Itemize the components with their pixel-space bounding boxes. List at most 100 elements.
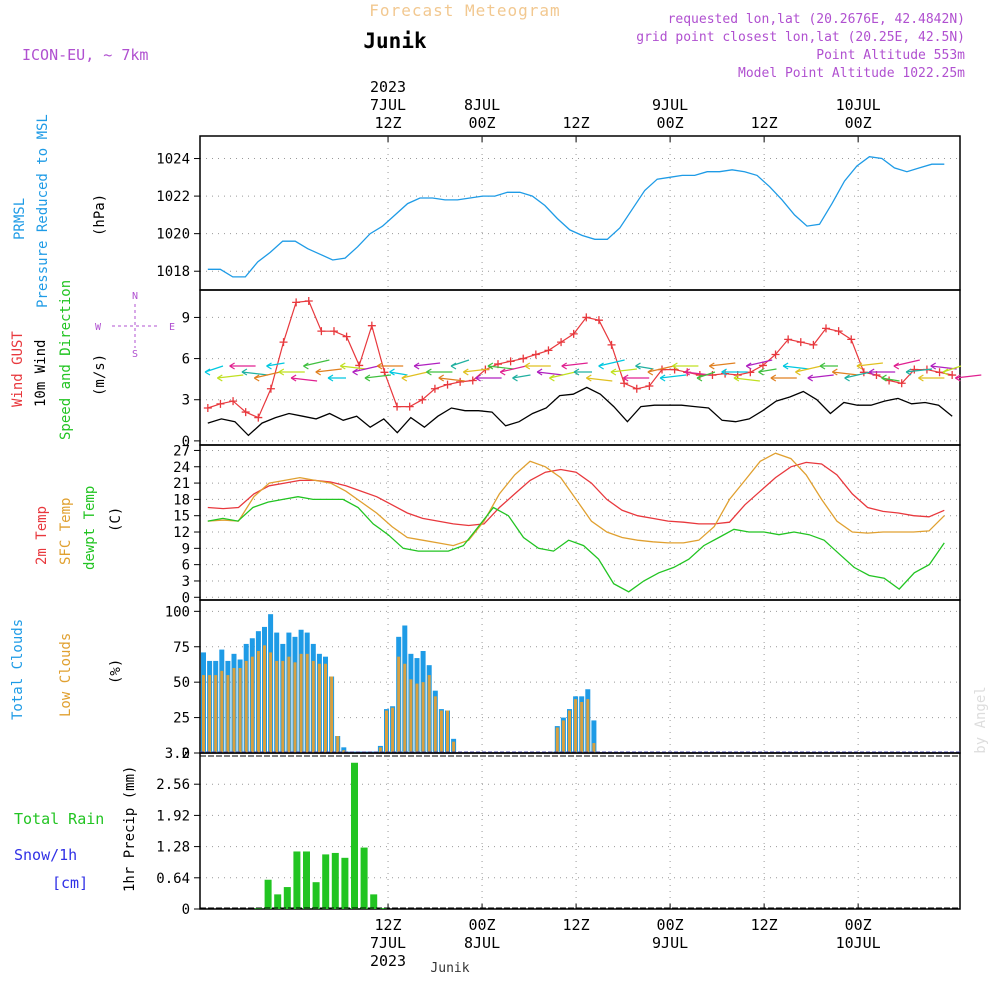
low-cloud-bar <box>452 741 456 753</box>
low-cloud-bar <box>561 720 565 753</box>
compass-w: W <box>95 322 102 333</box>
gust-point <box>279 338 288 347</box>
temperature-frame <box>199 444 961 601</box>
low-cloud-bar <box>415 683 419 753</box>
wind-arrow <box>807 374 834 382</box>
wind-arrow <box>536 368 564 376</box>
rain-bar <box>255 908 262 909</box>
wind-arrow <box>721 368 748 376</box>
wind-arrow <box>782 362 810 370</box>
gust-point <box>758 361 767 370</box>
wind-arrow <box>696 371 716 382</box>
wind-ytick-label: 9 <box>182 310 190 326</box>
wind-arrow <box>339 362 367 370</box>
compass-n: N <box>132 291 138 302</box>
wind-arrow <box>438 374 465 382</box>
gust-point <box>582 313 591 322</box>
temperature-ytick-label: 18 <box>173 492 190 508</box>
low-cloud-bar <box>317 663 321 753</box>
bottom-time-label: 00Z <box>845 916 872 934</box>
temperature-ytick-label: 0 <box>182 590 190 606</box>
gust-point <box>695 371 704 380</box>
gust-point <box>822 324 831 333</box>
pressure-ytick-label: 1022 <box>156 189 190 205</box>
wind-arrow <box>389 368 408 376</box>
clouds-ytick-label: 50 <box>173 675 190 691</box>
low-cloud-bar <box>586 699 590 753</box>
gust-point <box>531 350 540 359</box>
bottom-time-label: 12Z <box>374 916 401 934</box>
grid-point-coords: grid point closest lon,lat (20.25E, 42.5… <box>636 30 965 45</box>
low-cloud-bar <box>427 675 431 753</box>
wind-arrow <box>204 365 224 376</box>
low-clouds-label: Low Clouds <box>58 633 74 717</box>
rain-bar <box>360 847 368 909</box>
bottom-time-label: 12Z <box>563 916 590 934</box>
gust-point <box>468 376 477 385</box>
gust-point <box>342 332 351 341</box>
wind-ytick-label: 6 <box>182 352 190 368</box>
low-cloud-bar <box>202 675 205 753</box>
rain-bar <box>283 887 291 909</box>
rain-bar <box>370 894 378 909</box>
low-cloud-bar <box>263 645 266 753</box>
wind-arrow <box>672 362 699 370</box>
low-cloud-bar <box>592 743 596 753</box>
wind-arrow <box>819 362 838 370</box>
gust-point <box>834 327 843 336</box>
pressure-panel: 1018 1020 1022 1024 <box>156 135 961 291</box>
low-cloud-bar <box>293 662 297 753</box>
low-cloud-bar <box>409 679 413 753</box>
rain-bar <box>341 857 349 909</box>
wind-arrow <box>844 371 871 382</box>
low-cloud-bar <box>580 702 584 753</box>
wind-arrow <box>930 362 957 370</box>
wind-arrow <box>303 359 330 370</box>
bottom-time-label: 10JUL <box>836 934 881 952</box>
top-time-label: 00Z <box>657 114 684 132</box>
wind-arrow <box>770 374 797 382</box>
pressure-ytick-label: 1018 <box>156 264 190 280</box>
low-cloud-bar <box>311 660 315 753</box>
wind-arrow <box>647 365 674 376</box>
temperature-ytick-label: 21 <box>173 476 190 492</box>
wind-arrow <box>585 374 613 382</box>
gust-point <box>292 298 301 307</box>
wind-arrow <box>364 374 391 382</box>
wind-arrow <box>881 374 900 382</box>
gust-point <box>405 402 414 411</box>
low-cloud-bar <box>342 750 346 753</box>
low-cloud-bar <box>397 656 401 753</box>
compass-e: E <box>169 322 175 333</box>
precip-ytick-label: 0 <box>182 902 190 918</box>
temperature-ytick-label: 27 <box>173 443 190 459</box>
rain-bar <box>264 879 272 909</box>
wind-arrow <box>684 368 711 376</box>
snow-unit-label: [cm] <box>52 874 88 892</box>
gust-point <box>809 340 818 349</box>
wind-arrow <box>499 365 527 376</box>
wind-arrow <box>229 362 256 370</box>
clouds-ytick-label: 25 <box>173 711 190 727</box>
wind-arrow <box>376 362 404 370</box>
wind-arrow <box>893 359 920 370</box>
rain-bar <box>379 908 387 909</box>
sfc-temp-label: SFC Temp <box>58 498 74 565</box>
wind-arrow <box>524 362 551 370</box>
gust-point <box>632 384 641 393</box>
gust-point <box>254 413 263 422</box>
super-title: Forecast Meteogram <box>369 1 560 20</box>
gust-point <box>216 399 225 408</box>
precip-ytick-label: 0.64 <box>156 871 190 887</box>
pressure-ytick-label: 1024 <box>156 152 190 168</box>
model-altitude: Model Point Altitude 1022.25m <box>738 66 965 81</box>
wind-arrow <box>856 362 883 370</box>
wind-arrow <box>708 362 736 370</box>
compass-s: S <box>132 349 138 360</box>
temperature-ytick-label: 24 <box>173 460 190 476</box>
precip-frame <box>199 752 961 910</box>
precip-ytick-label: 1.28 <box>156 840 190 856</box>
